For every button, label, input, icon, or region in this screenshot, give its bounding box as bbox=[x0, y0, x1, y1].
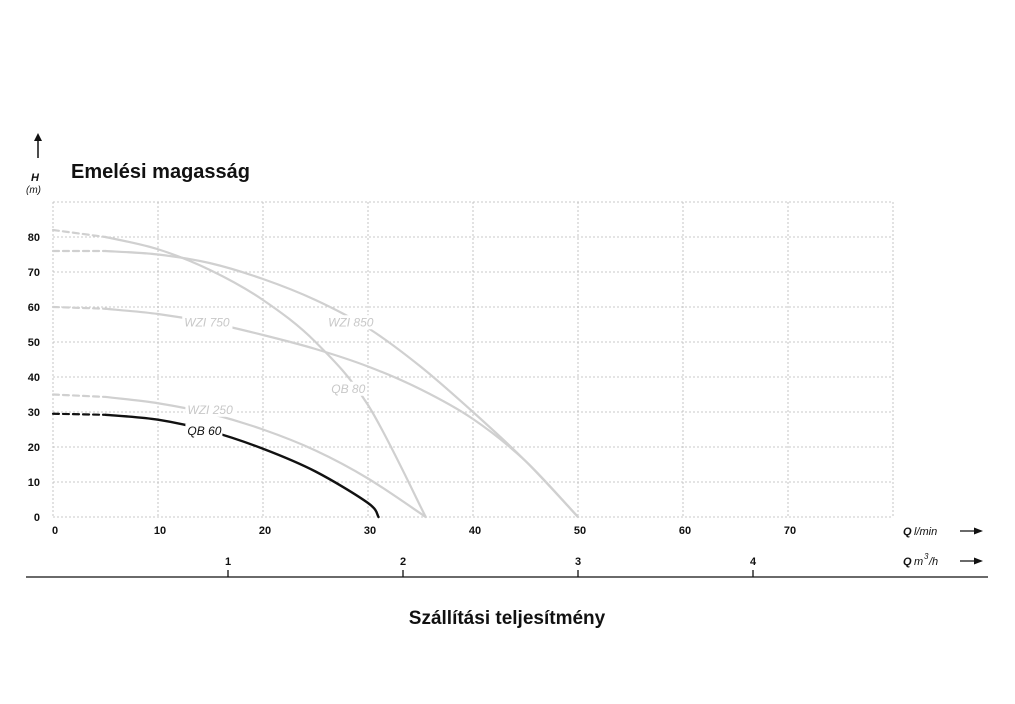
x-tick-label-lmin: 0 bbox=[52, 525, 58, 537]
curve-label-bg bbox=[185, 402, 236, 417]
y-tick-label: 80 bbox=[28, 232, 40, 244]
curve-label: WZI 750 bbox=[184, 315, 230, 329]
y-tick-label: 0 bbox=[34, 512, 40, 524]
curve-label: QB 60 bbox=[187, 424, 221, 438]
x-axis-lmin-symbol: Q bbox=[903, 526, 912, 538]
y-tick-label: 60 bbox=[28, 302, 40, 314]
x-axis-lmin-unit: l/min bbox=[914, 526, 937, 538]
curve-label-bg bbox=[326, 315, 377, 330]
x-axis-ticks-lmin: 0 10 20 30 40 50 60 70 bbox=[52, 525, 796, 537]
curve-labels: QB 60 WZI 250 QB 80 WZI 750 WZI 850 bbox=[182, 315, 377, 438]
x-axis-lmin-arrow-icon bbox=[960, 527, 983, 535]
series-line-start bbox=[51, 305, 107, 310]
chart-series bbox=[51, 228, 580, 519]
y-tick-label: 70 bbox=[28, 267, 40, 279]
series-line bbox=[104, 235, 427, 519]
x-tick-label-lmin: 10 bbox=[154, 525, 166, 537]
x-tick-label-lmin: 40 bbox=[469, 525, 481, 537]
y-tick-label: 10 bbox=[28, 477, 40, 489]
x-axis-m3h-unit-sup: 3 bbox=[924, 552, 929, 561]
y-tick-label: 20 bbox=[28, 442, 40, 454]
series-line bbox=[104, 395, 427, 519]
curve-label-bg bbox=[329, 381, 367, 396]
y-axis-arrow-icon bbox=[34, 133, 42, 158]
x-axis-m3h-arrow-icon bbox=[960, 557, 983, 565]
y-tick-label: 40 bbox=[28, 372, 40, 384]
x-tick-label-m3h: 2 bbox=[400, 556, 406, 568]
curve-label-bg bbox=[185, 423, 223, 438]
x-axis-m3h-symbol: Q bbox=[903, 556, 912, 568]
chart-title: Emelési magasság bbox=[71, 161, 250, 183]
x-axis-label: Szállítási teljesítmény bbox=[409, 608, 606, 629]
series-line bbox=[104, 413, 380, 519]
y-axis-unit: (m) bbox=[26, 185, 41, 196]
y-tick-label: 30 bbox=[28, 407, 40, 419]
y-axis-symbol: H bbox=[31, 172, 40, 184]
x-axis-m3h-unit-base: m bbox=[914, 556, 923, 568]
x-tick-label-m3h: 1 bbox=[225, 556, 231, 568]
series-line-start bbox=[51, 228, 107, 239]
x-tick-label-lmin: 70 bbox=[784, 525, 796, 537]
series-line-start bbox=[51, 393, 107, 399]
x-axis-m3h-unit-tail: /h bbox=[928, 556, 938, 568]
curve-label: WZI 850 bbox=[328, 315, 374, 329]
chart-grid bbox=[52, 201, 894, 518]
x-tick-label-lmin: 50 bbox=[574, 525, 586, 537]
x-tick-label-m3h: 4 bbox=[750, 556, 757, 568]
curve-label: QB 80 bbox=[331, 382, 365, 396]
x-axis-ticks-m3h: 1 2 3 4 bbox=[225, 556, 757, 577]
curve-label: WZI 250 bbox=[187, 403, 233, 417]
curve-label-bg bbox=[182, 315, 233, 330]
series-line-start bbox=[51, 412, 107, 416]
y-tick-label: 50 bbox=[28, 337, 40, 349]
x-tick-label-lmin: 30 bbox=[364, 525, 376, 537]
x-tick-label-lmin: 20 bbox=[259, 525, 271, 537]
y-axis-ticks: 0 10 20 30 40 50 60 70 80 bbox=[28, 232, 40, 524]
x-tick-label-lmin: 60 bbox=[679, 525, 691, 537]
x-tick-label-m3h: 3 bbox=[575, 556, 581, 568]
